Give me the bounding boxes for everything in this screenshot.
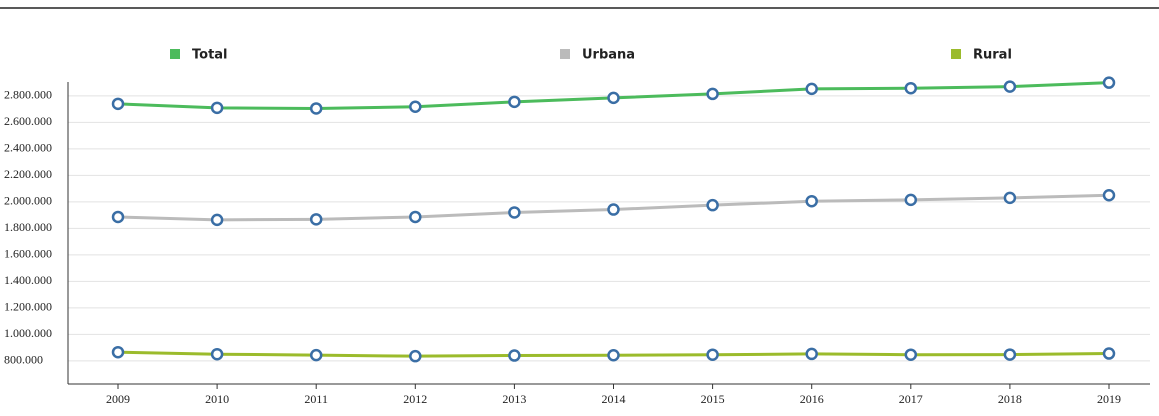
point: [1003, 191, 1017, 205]
point: [904, 348, 918, 361]
y-tick-label: 1.200.000: [4, 300, 52, 314]
point: [111, 97, 125, 111]
legend-swatch: [951, 49, 961, 59]
point: [1003, 80, 1017, 93]
point: [706, 348, 719, 361]
point: [1102, 76, 1116, 89]
point: [210, 213, 224, 227]
point: [706, 87, 719, 101]
x-tick-label: 2013: [502, 392, 526, 406]
y-tick-label: 2.000.000: [4, 194, 52, 208]
point: [508, 206, 521, 219]
point: [805, 347, 818, 361]
y-tick-label: 2.400.000: [4, 141, 52, 155]
y-tick-label: 1.000.000: [4, 326, 52, 340]
point: [409, 349, 422, 363]
legend-label: Total: [192, 48, 228, 63]
point: [111, 210, 125, 224]
y-tick-label: 2.600.000: [4, 114, 52, 128]
point: [904, 81, 918, 95]
x-tick-label: 2019: [1097, 392, 1121, 406]
point: [210, 101, 224, 115]
y-tick-label: 1.600.000: [4, 247, 52, 261]
point: [607, 91, 620, 105]
y-tick-label: 1.400.000: [4, 273, 52, 287]
point: [1003, 348, 1017, 361]
legend-label: Rural: [973, 48, 1012, 63]
legend-swatch: [560, 49, 570, 59]
point: [309, 348, 323, 362]
x-tick-label: 2014: [602, 392, 626, 406]
y-tick-label: 2.200.000: [4, 167, 52, 181]
x-tick-label: 2009: [106, 392, 130, 406]
point: [1102, 188, 1116, 202]
point: [706, 198, 719, 212]
point: [409, 210, 422, 224]
x-tick-label: 2017: [899, 392, 923, 406]
point: [1102, 347, 1116, 360]
x-tick-label: 2018: [998, 392, 1022, 406]
point: [111, 345, 125, 359]
x-tick-label: 2010: [205, 392, 229, 406]
point: [607, 349, 620, 362]
point: [210, 347, 224, 361]
y-tick-label: 800.000: [4, 353, 43, 367]
point: [805, 82, 818, 96]
x-tick-label: 2011: [304, 392, 328, 406]
point: [309, 213, 323, 226]
y-tick-label: 1.800.000: [4, 220, 52, 234]
point: [607, 203, 620, 216]
point: [508, 95, 521, 109]
point: [409, 100, 422, 114]
point: [508, 349, 521, 362]
legend-label: Urbana: [582, 48, 635, 63]
x-tick-label: 2016: [800, 392, 824, 406]
x-tick-label: 2015: [701, 392, 725, 406]
legend-swatch: [170, 49, 180, 59]
y-tick-label: 2.800.000: [4, 88, 52, 102]
point: [805, 194, 818, 208]
point: [904, 193, 918, 207]
point: [309, 102, 323, 115]
x-tick-label: 2012: [403, 392, 427, 406]
